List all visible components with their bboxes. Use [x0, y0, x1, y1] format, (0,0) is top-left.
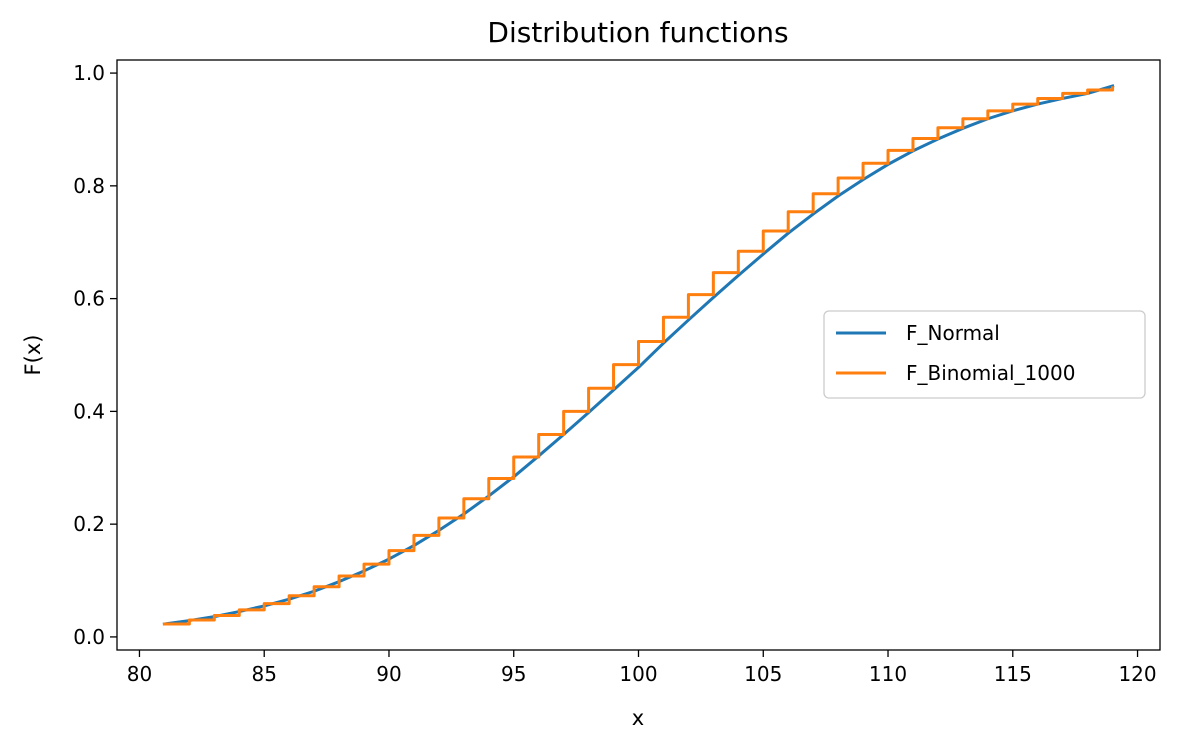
- y-tick-label: 0.4: [73, 399, 105, 423]
- y-tick-label: 0.0: [73, 625, 105, 649]
- y-tick-label: 0.8: [73, 174, 105, 198]
- y-tick-label: 1.0: [73, 61, 105, 85]
- chart-title: Distribution functions: [487, 16, 788, 49]
- x-tick-label: 85: [251, 662, 276, 686]
- legend-label-binomial: F_Binomial_1000: [906, 361, 1075, 385]
- x-tick-label: 105: [744, 662, 782, 686]
- series-layer: [162, 84, 1115, 626]
- y-tick-label: 0.6: [73, 287, 105, 311]
- x-tick-label: 100: [619, 662, 657, 686]
- x-tick-label: 80: [127, 662, 152, 686]
- y-tick-label: 0.2: [73, 512, 105, 536]
- x-tick-label: 90: [376, 662, 401, 686]
- legend-box: [823, 310, 1146, 399]
- x-axis-label: x: [632, 706, 644, 730]
- x-tick-label: 95: [501, 662, 526, 686]
- x-tick-label: 110: [869, 662, 907, 686]
- y-axis-ticks: 0.0 0.2 0.4 0.6 0.8 1.0: [73, 61, 117, 649]
- series-line-binomial: [162, 86, 1115, 626]
- legend-label-normal: F_Normal: [906, 321, 1000, 345]
- y-axis-label: F(x): [21, 335, 45, 376]
- legend: F_Normal F_Binomial_1000: [823, 310, 1146, 399]
- x-tick-label: 120: [1118, 662, 1156, 686]
- x-tick-label: 115: [994, 662, 1032, 686]
- x-axis-ticks: 80 85 90 95 100 105 110 115 120: [127, 650, 1157, 686]
